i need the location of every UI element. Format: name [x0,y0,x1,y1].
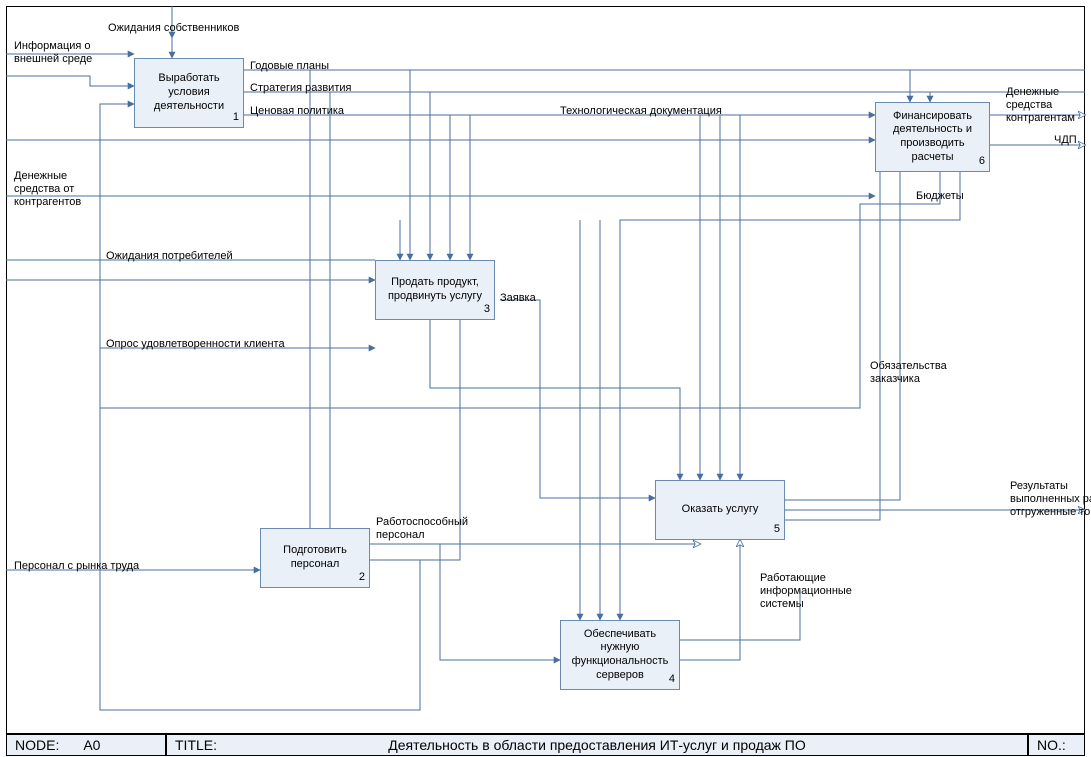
flow-label: Денежные средства от контрагентов [14,170,81,210]
process-node-number: 2 [359,571,365,585]
process-node-text: Обеспечивать нужную функциональность сер… [572,628,669,683]
footer-node-label: NODE: [15,737,59,753]
flow-label: Ожидания потребителей [106,250,233,263]
process-node-text: Продать продукт, продвинуть услугу [388,276,482,304]
footer-no-cell: NO.: [1028,734,1085,756]
flow-label: Информация о внешней среде [14,40,92,66]
process-node-text: Финансировать деятельность и производить… [893,110,972,165]
footer-title-value: Деятельность в области предоставления ИТ… [388,737,806,753]
flow-label: Бюджеты [916,190,964,203]
footer-node-cell: NODE: A0 [6,734,166,756]
process-node-number: 6 [979,155,985,169]
process-node-2: Подготовить персонал 2 [260,528,370,588]
process-node-number: 4 [669,673,675,687]
flow-label: Обязательства заказчика [870,360,947,386]
process-node-number: 3 [484,303,490,317]
flow-label: ЧДП [1054,134,1077,147]
process-node-6: Финансировать деятельность и производить… [875,102,990,172]
process-node-4: Обеспечивать нужную функциональность сер… [560,620,680,690]
process-node-number: 5 [774,523,780,537]
process-node-1: Выработать условия деятельности 1 [134,58,244,128]
flow-label: Ожидания собственников [108,22,239,35]
diagram-canvas: Выработать условия деятельности 1 Подготов… [0,0,1091,757]
flow-label: Годовые планы [250,60,329,73]
flow-label: Заявка [500,292,536,305]
process-node-text: Подготовить персонал [283,544,347,572]
flow-label: Работающие информационные системы [760,572,852,612]
process-node-3: Продать продукт, продвинуть услугу3 [375,260,495,320]
flow-label: Технологическая документация [560,105,722,118]
flow-label: Ценовая политика [250,105,344,118]
flow-label: Стратегия развития [250,82,351,95]
process-node-number: 1 [233,111,239,125]
flow-label: Персонал с рынка труда [14,560,139,573]
process-node-text: Оказать услугу [682,503,759,517]
flow-label: Работоспособный персонал [376,516,468,542]
process-node-5: Оказать услугу 5 [655,480,785,540]
footer-title-cell: TITLE: Деятельность в области предоставл… [166,734,1028,756]
process-node-text: Выработать условия деятельности [154,72,224,113]
flow-label: Опрос удовлетворенности клиента [106,338,285,351]
flow-label: Денежные средства контрагентам [1006,86,1075,126]
footer-node-value: A0 [83,737,100,753]
flow-label: Результаты выполненных работ, отгруженны… [1010,480,1091,520]
footer-title-label: TITLE: [175,737,217,753]
footer-no-label: NO.: [1037,737,1066,753]
